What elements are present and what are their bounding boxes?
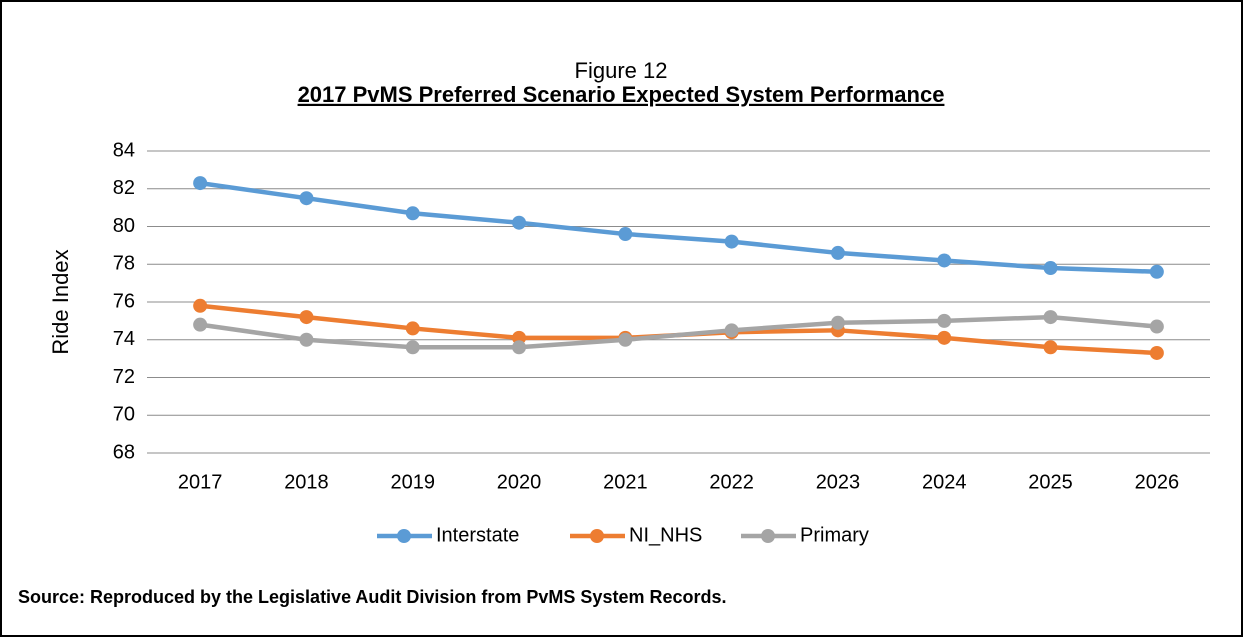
legend-label: Interstate [436,524,519,546]
x-tick-label: 2021 [603,471,648,493]
y-tick-label: 70 [113,404,135,426]
y-tick-label: 74 [113,328,135,350]
data-point [724,323,739,338]
x-tick-label: 2026 [1135,471,1180,493]
data-point [405,321,420,336]
series-line [199,314,1158,350]
data-point [1043,340,1058,355]
y-axis-label: Ride Index [48,249,73,354]
legend-marker [397,529,411,543]
data-point [299,332,314,347]
data-point [405,340,420,355]
data-point [937,313,952,328]
data-point [193,317,208,332]
x-tick-label: 2024 [922,471,967,493]
data-point [1043,261,1058,276]
x-tick-label: 2020 [497,471,542,493]
data-point [830,315,845,330]
data-point [405,206,420,221]
y-tick-label: 84 [113,139,135,161]
data-point [193,298,208,313]
legend-label: Primary [800,524,869,546]
x-tick-label: 2018 [284,471,329,493]
y-tick-label: 76 [113,290,135,312]
figure-label: Figure 12 [575,58,668,83]
data-point [193,176,208,191]
data-point [1043,310,1058,325]
y-tick-label: 82 [113,177,135,199]
data-point [830,245,845,260]
data-point [512,340,527,355]
x-tick-label: 2025 [1028,471,1073,493]
x-tick-label: 2017 [178,471,223,493]
legend-marker [761,529,775,543]
chart-title: 2017 PvMS Preferred Scenario Expected Sy… [298,82,945,107]
y-tick-label: 72 [113,366,135,388]
data-point [618,227,633,242]
data-point [299,310,314,325]
x-tick-label: 2019 [391,471,436,493]
x-tick-label: 2022 [709,471,754,493]
source-note: Source: Reproduced by the Legislative Au… [18,587,727,607]
data-point [299,191,314,206]
data-point [724,234,739,249]
y-tick-label: 80 [113,215,135,237]
data-point [937,330,952,345]
y-tick-label: 78 [113,253,135,275]
x-tick-label: 2023 [816,471,861,493]
series-line [199,180,1157,275]
y-tick-label: 68 [113,441,135,463]
data-point [618,332,633,347]
data-point [937,253,952,268]
data-point [1149,345,1164,360]
data-point [1149,319,1164,334]
legend-marker [590,529,604,543]
data-point [1149,264,1164,279]
data-point [512,215,527,230]
legend-label: NI_NHS [629,524,702,546]
